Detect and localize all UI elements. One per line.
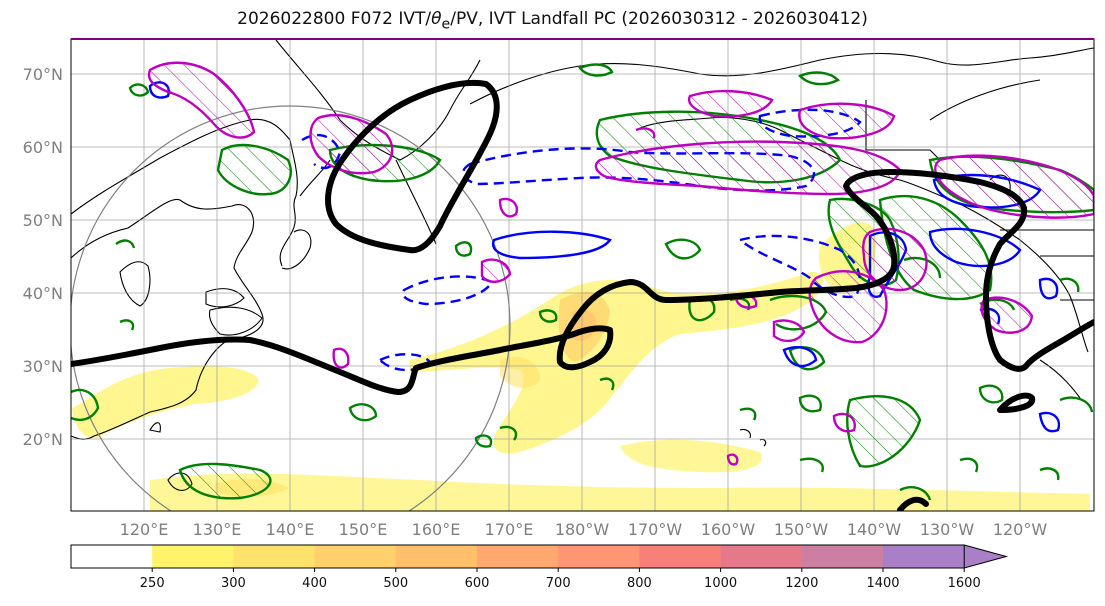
lon-label: 150°W: [774, 520, 829, 539]
colorbar-tick-label: 700: [546, 576, 571, 591]
lat-labels: 70°N 60°N 50°N 40°N 30°N 20°N: [23, 65, 63, 449]
lon-label: 170°E: [485, 520, 534, 539]
lat-label: 50°N: [23, 211, 63, 230]
lon-label: 140°E: [266, 520, 315, 539]
lon-label: 120°W: [993, 520, 1048, 539]
lat-label: 70°N: [23, 65, 63, 84]
colorbar-tick-label: 1400: [866, 576, 899, 591]
lon-label: 170°W: [628, 520, 683, 539]
lon-label: 160°E: [412, 520, 461, 539]
colorbar-segment: [152, 545, 234, 568]
subscript-e: e: [441, 16, 451, 33]
lon-label: 160°W: [701, 520, 756, 539]
map-title: 2026022800 F072 IVT/θe/PV, IVT Landfall …: [237, 9, 868, 33]
colorbar-ticks: 250 300 400 500 600 700 800 1000 1200 1400 1600: [140, 568, 981, 591]
colorbar-segment: [477, 545, 559, 568]
lon-label: 180°W: [555, 520, 610, 539]
colorbar-segment: [883, 545, 965, 568]
colorbar-tick-label: 250: [140, 576, 165, 591]
range-circle: [71, 105, 511, 511]
lat-label: 30°N: [23, 357, 63, 376]
colorbar-segment: [558, 545, 640, 568]
ivt-magenta-open: [332, 127, 856, 466]
pv-contour: [71, 80, 1094, 511]
colorbar-tick-label: 1000: [704, 576, 737, 591]
colorbar-tick-label: 300: [221, 576, 246, 591]
lat-label: 20°N: [23, 430, 63, 449]
colorbar-segment: [639, 545, 722, 568]
colorbar-tick-label: 600: [465, 576, 490, 591]
colorbar-tick-label: 500: [383, 576, 408, 591]
lon-label: 120°E: [120, 520, 169, 539]
colorbar-tick-label: 1600: [948, 576, 981, 591]
lat-label: 40°N: [23, 284, 63, 303]
lon-label: 140°W: [847, 520, 902, 539]
colorbar: [70, 544, 1009, 569]
lon-label: 150°E: [339, 520, 388, 539]
colorbar-tick-label: 400: [302, 576, 327, 591]
colorbar-extend-arrow: [963, 544, 1009, 569]
theta-symbol: θ: [431, 9, 442, 29]
colorbar-segment: [395, 545, 478, 568]
colorbar-tick-label: 1200: [785, 576, 818, 591]
colorbar-segment: [314, 545, 397, 568]
lon-label: 130°W: [920, 520, 975, 539]
colorbar-tick-label: 800: [627, 576, 652, 591]
lat-label: 60°N: [23, 138, 63, 157]
lon-labels: 120°E 130°E 140°E 150°E 160°E 170°E 180°…: [120, 520, 1048, 539]
lon-label: 130°E: [193, 520, 242, 539]
colorbar-segment: [233, 545, 316, 568]
colorbar-segment: [801, 545, 884, 568]
colorbar-outline: [70, 544, 965, 569]
colorbar-segment: [71, 545, 153, 568]
colorbar-segment: [720, 545, 803, 568]
